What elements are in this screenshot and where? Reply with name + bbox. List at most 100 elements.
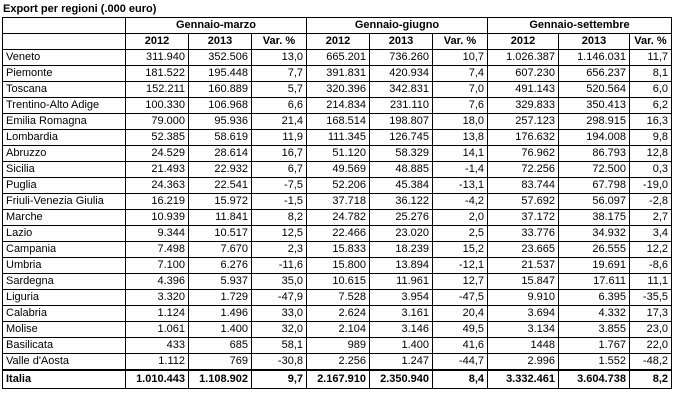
table-cell: 15,2 xyxy=(432,241,488,258)
table-cell: 231.110 xyxy=(369,97,433,114)
table-cell: 1.108.902 xyxy=(188,369,252,389)
table-cell: 3.146 xyxy=(369,321,433,338)
table-cell: 7.670 xyxy=(188,241,252,258)
table-cell: 607.230 xyxy=(487,65,559,82)
table-cell: 16,3 xyxy=(629,113,672,130)
table-cell: 2.104 xyxy=(306,321,370,338)
table-row: Molise 1.061 1.400 32,0 2.104 3.146 49,5 3.134 3… xyxy=(2,321,672,338)
table-cell: 2,3 xyxy=(251,241,307,258)
table-cell: 12,8 xyxy=(629,145,672,162)
table-cell: 9,8 xyxy=(629,129,672,146)
table-cell: 2.167.910 xyxy=(306,369,370,389)
total-row: Italia 1.010.443 1.108.902 9,7 2.167.910 2.35… xyxy=(2,369,672,389)
table-cell: 13,8 xyxy=(432,129,488,146)
table-cell: 20,4 xyxy=(432,305,488,322)
table-cell: 11,7 xyxy=(629,49,672,66)
table-cell: 37.172 xyxy=(487,209,559,226)
table-cell: -8,6 xyxy=(629,257,672,274)
corner-cell xyxy=(2,17,126,34)
table-cell: 21.537 xyxy=(487,257,559,274)
table-cell: 15.972 xyxy=(188,193,252,210)
table-cell: 9,7 xyxy=(251,369,307,389)
table-cell: 665.201 xyxy=(306,49,370,66)
table-cell: 3.320 xyxy=(125,289,189,306)
table-cell: 3.954 xyxy=(369,289,433,306)
table-row: Sicilia 21.493 22.932 6,7 49.569 48.885 -1,4 72… xyxy=(2,161,672,178)
table-cell: 33.776 xyxy=(487,225,559,242)
table-cell: 21.493 xyxy=(125,161,189,178)
col-header: 2013 xyxy=(558,33,630,50)
table-cell: 7,6 xyxy=(432,97,488,114)
table-cell: 45.384 xyxy=(369,177,433,194)
table-row: Lombardia 52.385 58.619 11,9 111.345 126.745 1… xyxy=(2,129,672,146)
table-cell: 685 xyxy=(188,337,252,354)
table-row: Marche 10.939 11.841 8,2 24.782 25.276 2,0 37.1… xyxy=(2,209,672,226)
region-name: Valle d'Aosta xyxy=(2,353,126,371)
col-header: Var. % xyxy=(432,33,488,50)
table-cell: -30,8 xyxy=(251,353,307,371)
export-table: Gennaio-marzo Gennaio-giugno Gennaio-set… xyxy=(2,17,672,389)
region-name: Trentino-Alto Adige xyxy=(2,97,126,114)
table-cell: 15.800 xyxy=(306,257,370,274)
table-cell: 7.498 xyxy=(125,241,189,258)
table-cell: 16,7 xyxy=(251,145,307,162)
table-cell: 38.175 xyxy=(558,209,630,226)
table-cell: 106.968 xyxy=(188,97,252,114)
table-cell: 49.569 xyxy=(306,161,370,178)
table-cell: 0,3 xyxy=(629,161,672,178)
table-cell: 342.831 xyxy=(369,81,433,98)
table-row: Basilicata 433 685 58,1 989 1.400 41,6 1448 1.76… xyxy=(2,337,672,354)
table-cell: 1.496 xyxy=(188,305,252,322)
table-row: Calabria 1.124 1.496 33,0 2.624 3.161 20,4 3.69… xyxy=(2,305,672,322)
table-cell: 1.146.031 xyxy=(558,49,630,66)
table-cell: 52.385 xyxy=(125,129,189,146)
table-cell: 8,2 xyxy=(251,209,307,226)
region-name: Calabria xyxy=(2,305,126,322)
table-cell: 352.506 xyxy=(188,49,252,66)
col-header: 2012 xyxy=(487,33,559,50)
table-cell: 195.448 xyxy=(188,65,252,82)
table-cell: 320.396 xyxy=(306,81,370,98)
table-cell: 181.522 xyxy=(125,65,189,82)
table-cell: 5,7 xyxy=(251,81,307,98)
region-name: Basilicata xyxy=(2,337,126,354)
table-cell: 8,4 xyxy=(432,369,488,389)
region-name: Campania xyxy=(2,241,126,258)
table-cell: 420.934 xyxy=(369,65,433,82)
table-cell: -4,2 xyxy=(432,193,488,210)
table-cell: 24.529 xyxy=(125,145,189,162)
table-cell: 23,0 xyxy=(629,321,672,338)
table-cell: 49,5 xyxy=(432,321,488,338)
table-cell: 214.834 xyxy=(306,97,370,114)
table-cell: 7.528 xyxy=(306,289,370,306)
table-cell: 1.124 xyxy=(125,305,189,322)
table-cell: 257.123 xyxy=(487,113,559,130)
region-name: Toscana xyxy=(2,81,126,98)
table-cell: 3.604.738 xyxy=(558,369,630,389)
table-cell: 12,2 xyxy=(629,241,672,258)
table-cell: 23.665 xyxy=(487,241,559,258)
table-cell: 491.143 xyxy=(487,81,559,98)
region-name: Piemonte xyxy=(2,65,126,82)
col-header: 2013 xyxy=(369,33,433,50)
table-cell: -47,5 xyxy=(432,289,488,306)
region-name: Liguria xyxy=(2,289,126,306)
table-cell: 11.961 xyxy=(369,273,433,290)
table-cell: -11,6 xyxy=(251,257,307,274)
table-body: Veneto 311.940 352.506 13,0 665.201 736.260 10… xyxy=(2,49,672,389)
table-cell: 1.061 xyxy=(125,321,189,338)
table-cell: 3.161 xyxy=(369,305,433,322)
table-cell: 76.962 xyxy=(487,145,559,162)
table-cell: 9.344 xyxy=(125,225,189,242)
region-name: Abruzzo xyxy=(2,145,126,162)
table-cell: 48.885 xyxy=(369,161,433,178)
table-cell: 36.122 xyxy=(369,193,433,210)
region-name: Sardegna xyxy=(2,273,126,290)
table-cell: 2.996 xyxy=(487,353,559,371)
table-cell: 26.555 xyxy=(558,241,630,258)
table-row: Liguria 3.320 1.729 -47,9 7.528 3.954 -47,5 9.9… xyxy=(2,289,672,306)
table-row: Veneto 311.940 352.506 13,0 665.201 736.260 10… xyxy=(2,49,672,66)
table-cell: 6,7 xyxy=(251,161,307,178)
table-cell: 8,2 xyxy=(629,369,672,389)
col-header: 2012 xyxy=(306,33,370,50)
